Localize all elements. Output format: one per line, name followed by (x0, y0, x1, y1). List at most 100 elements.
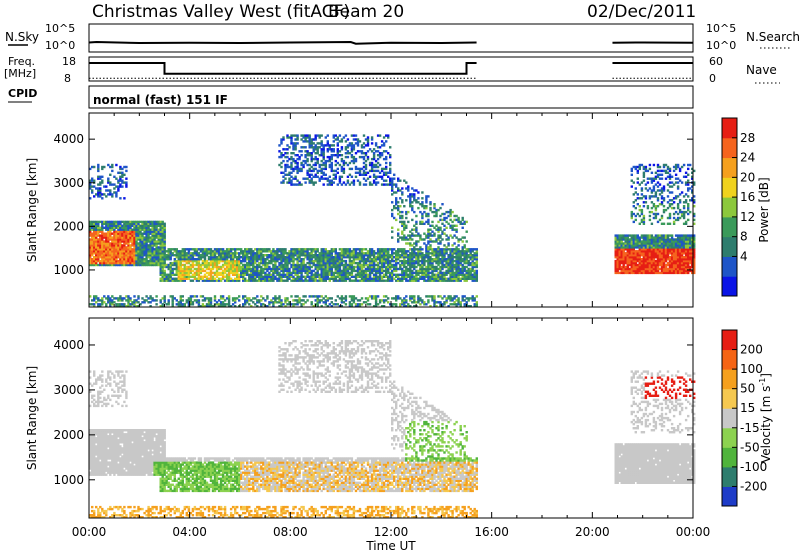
nsky-ytick-top: 10^5 (45, 22, 75, 35)
range-cell (330, 161, 333, 165)
range-cell (370, 271, 374, 275)
range-cell (286, 297, 289, 300)
range-cell (352, 134, 356, 137)
range-cell (336, 155, 339, 159)
range-cell (159, 226, 162, 229)
range-cell (328, 271, 331, 275)
range-cell (322, 152, 325, 155)
nsky-label: N.Sky (5, 30, 39, 44)
range-cell (149, 254, 152, 257)
range-cell (475, 261, 478, 265)
range-cell (626, 252, 629, 255)
range-cell (292, 252, 295, 255)
range-cell (221, 269, 225, 273)
range-cell (417, 271, 420, 275)
range-cell (103, 242, 106, 245)
range-cell (334, 154, 337, 157)
range-cell (393, 277, 396, 280)
range-cell (95, 226, 98, 229)
range-cell (135, 250, 138, 253)
range-cell (260, 250, 263, 253)
range-cell (397, 232, 400, 235)
range-cell (125, 305, 128, 308)
range-cell (461, 248, 464, 251)
range-cell (205, 297, 209, 300)
range-cell (159, 259, 162, 263)
range-cell (179, 252, 182, 255)
freq-label: Freq. (8, 55, 35, 68)
range-cell (461, 263, 464, 267)
range-cell (366, 273, 370, 276)
range-cell (302, 136, 305, 139)
range-cell (221, 301, 225, 304)
range-cell (356, 263, 360, 267)
range-cell (342, 136, 346, 139)
range-cell (215, 265, 219, 269)
range-cell (364, 252, 368, 255)
range-cell (284, 299, 287, 302)
range-cell (234, 297, 237, 300)
range-cell (151, 263, 154, 267)
range-cell (366, 138, 370, 141)
range-cell (624, 244, 627, 247)
range-cell (155, 252, 158, 255)
range-cell (403, 277, 406, 280)
range-cell (197, 258, 201, 261)
range-cell (296, 301, 299, 304)
range-cell (342, 277, 346, 280)
range-cell (342, 263, 346, 267)
range-cell (614, 269, 617, 273)
range-cell (362, 134, 366, 137)
range-cell (338, 275, 342, 278)
range-cell (330, 248, 333, 251)
range-cell (101, 230, 104, 233)
range-cell (382, 256, 386, 259)
range-cell (270, 267, 273, 271)
range-cell (195, 273, 199, 276)
range-cell (280, 250, 283, 253)
range-cell (149, 295, 152, 298)
range-cell (147, 250, 150, 253)
range-cell (437, 228, 440, 231)
range-cell (427, 230, 430, 233)
range-cell (256, 267, 259, 271)
range-cell (328, 277, 331, 280)
range-cell (372, 181, 376, 184)
range-cell (378, 146, 382, 149)
range-cell (312, 273, 315, 276)
range-cell (234, 301, 237, 304)
range-cell (358, 299, 362, 302)
nave-label: Nave (746, 63, 777, 77)
range-cell (89, 259, 92, 263)
range-cell (191, 254, 195, 257)
range-cell (314, 155, 317, 159)
range-cell (298, 267, 301, 271)
range-cell (300, 163, 303, 167)
range-cell (350, 154, 354, 157)
range-cell (328, 259, 331, 263)
range-cell (358, 303, 362, 306)
range-cell (310, 252, 313, 255)
range-cell (314, 295, 317, 298)
range-cell (183, 263, 186, 267)
range-cell (107, 252, 110, 255)
range-cell (199, 271, 203, 275)
range-cell (191, 303, 195, 306)
range-cell (439, 234, 442, 237)
range-cell (413, 195, 416, 198)
range-cell (111, 256, 114, 259)
range-cell (419, 203, 422, 206)
range-cell (225, 267, 229, 271)
range-cell (205, 263, 209, 267)
range-cell (119, 234, 122, 237)
range-cell (614, 242, 617, 245)
range-cell (419, 220, 422, 224)
range-cell (372, 155, 376, 159)
range-cell (622, 265, 625, 269)
range-cell (316, 258, 319, 261)
range-cell (109, 250, 112, 253)
range-cell (354, 303, 358, 306)
range-cell (326, 142, 329, 145)
range-cell (457, 220, 460, 224)
range-cell (382, 269, 386, 273)
